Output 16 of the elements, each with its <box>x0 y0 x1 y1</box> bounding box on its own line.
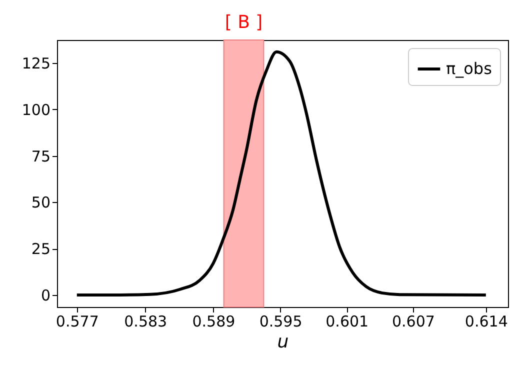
x-axis-title: u <box>277 332 289 352</box>
x-tick-label: 0.601 <box>326 312 369 330</box>
x-tick-label: 0.577 <box>56 312 99 330</box>
y-tick-label: 25 <box>31 240 50 258</box>
y-tick-label: 75 <box>31 147 50 166</box>
x-tick-label: 0.583 <box>124 312 168 330</box>
y-tick-label: 100 <box>22 100 50 119</box>
x-tick-label: 0.595 <box>259 312 302 330</box>
band-label: [ B ] <box>224 12 263 33</box>
x-tick-label: 0.607 <box>392 312 435 330</box>
x-tick-label: 0.589 <box>192 312 236 330</box>
y-tick-label: 0 <box>40 286 50 304</box>
legend-label: π_obs <box>446 59 492 78</box>
y-tick-label: 50 <box>31 194 50 212</box>
x-tick-label: 0.614 <box>464 312 508 330</box>
y-tick-label: 125 <box>22 54 50 73</box>
